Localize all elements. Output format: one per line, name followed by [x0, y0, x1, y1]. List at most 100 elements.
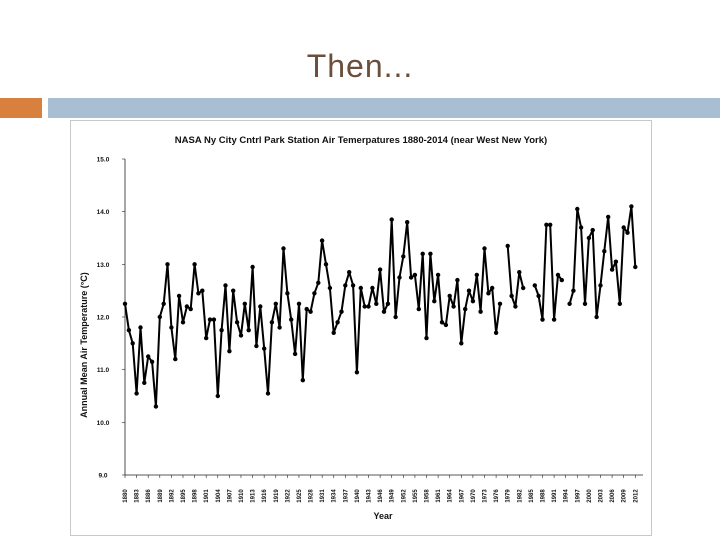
x-tick-label: 1886 — [146, 489, 152, 503]
data-point — [134, 391, 139, 396]
data-point — [509, 293, 514, 299]
x-tick-label: 1922 — [285, 489, 291, 503]
data-point — [207, 317, 213, 322]
data-point — [420, 251, 425, 256]
data-point — [416, 306, 421, 312]
data-point — [196, 291, 201, 296]
x-tick-label: 1895 — [181, 489, 187, 503]
data-point — [122, 301, 128, 306]
x-tick-label: 1952 — [401, 489, 407, 503]
data-point — [335, 320, 340, 325]
x-tick-label: 1997 — [575, 489, 581, 503]
data-point — [609, 267, 615, 272]
x-tick-label: 1928 — [309, 489, 315, 503]
data-point — [223, 283, 228, 288]
data-point — [173, 356, 178, 362]
x-tick-label: 1970 — [471, 489, 477, 503]
data-point — [304, 306, 309, 312]
y-tick-label: 10.0 — [97, 420, 110, 427]
x-tick-label: 1979 — [506, 489, 512, 503]
data-point — [447, 293, 452, 299]
series-segment — [533, 223, 563, 321]
data-point — [443, 322, 449, 328]
x-tick-label: 1910 — [239, 489, 245, 503]
data-point — [258, 304, 263, 309]
data-point — [192, 262, 197, 267]
x-tick-label: 1955 — [413, 489, 419, 503]
data-point — [146, 354, 151, 359]
data-point — [432, 299, 437, 304]
data-point — [598, 283, 603, 288]
data-point — [300, 378, 305, 383]
x-tick-label: 1940 — [355, 489, 361, 503]
data-point — [548, 222, 553, 227]
data-point — [246, 328, 251, 333]
data-point — [281, 246, 286, 251]
data-point — [540, 317, 545, 322]
data-point — [412, 272, 418, 278]
data-point — [312, 291, 317, 296]
data-point — [250, 264, 255, 270]
x-tick-label: 2006 — [610, 489, 616, 503]
chart-frame: NASA Ny City Cntrl Park Station Air Teme… — [70, 120, 652, 536]
data-point — [262, 346, 267, 351]
series-line — [124, 205, 637, 408]
data-point — [551, 317, 557, 322]
data-point — [578, 225, 584, 230]
temperature-line-chart: NASA Ny City Cntrl Park Station Air Teme… — [79, 135, 643, 521]
x-tick-label: 1961 — [436, 489, 442, 503]
data-point — [633, 264, 638, 270]
x-tick-label: 2012 — [633, 489, 639, 503]
data-point — [254, 343, 259, 349]
data-point — [149, 359, 155, 364]
data-point — [215, 393, 220, 399]
data-point — [350, 283, 356, 288]
data-point — [231, 288, 236, 293]
data-point — [161, 301, 166, 306]
x-tick-label: 1925 — [297, 489, 303, 503]
data-point — [493, 330, 499, 335]
x-tick-label: 1901 — [204, 489, 210, 503]
axes: 9.0 10.0 11.0 12.0 13.0 14.0 15.0 1880 1883 1886 1… — [97, 157, 643, 503]
data-point — [242, 301, 247, 306]
data-point — [474, 272, 479, 278]
data-point — [517, 270, 522, 275]
data-point — [497, 301, 503, 306]
data-point — [234, 320, 240, 325]
data-point — [629, 204, 634, 209]
data-point — [153, 404, 159, 409]
data-point — [323, 262, 329, 267]
data-point — [165, 262, 170, 267]
x-tick-label: 1967 — [459, 489, 465, 503]
data-point — [370, 285, 375, 291]
data-point — [269, 320, 275, 325]
x-tick-label: 1898 — [193, 489, 199, 503]
x-tick-label: 1943 — [367, 489, 373, 503]
data-point — [227, 349, 232, 354]
data-point — [331, 330, 336, 335]
data-point — [521, 285, 526, 291]
data-point — [482, 246, 487, 251]
x-axis-label: Year — [373, 511, 393, 521]
data-point — [544, 222, 549, 227]
data-point — [366, 304, 371, 309]
y-tick-label: 9.0 — [98, 473, 107, 480]
x-tick-label: 2009 — [622, 489, 628, 503]
data-point — [296, 301, 302, 306]
slide-title: Then... — [306, 48, 414, 84]
data-point — [138, 325, 143, 330]
x-tick-label: 1946 — [378, 489, 384, 503]
y-tick-label: 13.0 — [97, 262, 110, 269]
data-point — [455, 277, 460, 283]
data-point — [393, 314, 398, 320]
data-point — [590, 227, 595, 233]
data-point — [319, 238, 325, 243]
data-point — [362, 304, 367, 309]
data-point — [513, 304, 518, 309]
data-point — [157, 314, 162, 320]
data-point — [176, 293, 182, 299]
data-point — [575, 206, 580, 212]
data-point — [536, 293, 541, 299]
data-point — [571, 288, 576, 293]
data-point — [582, 301, 588, 306]
